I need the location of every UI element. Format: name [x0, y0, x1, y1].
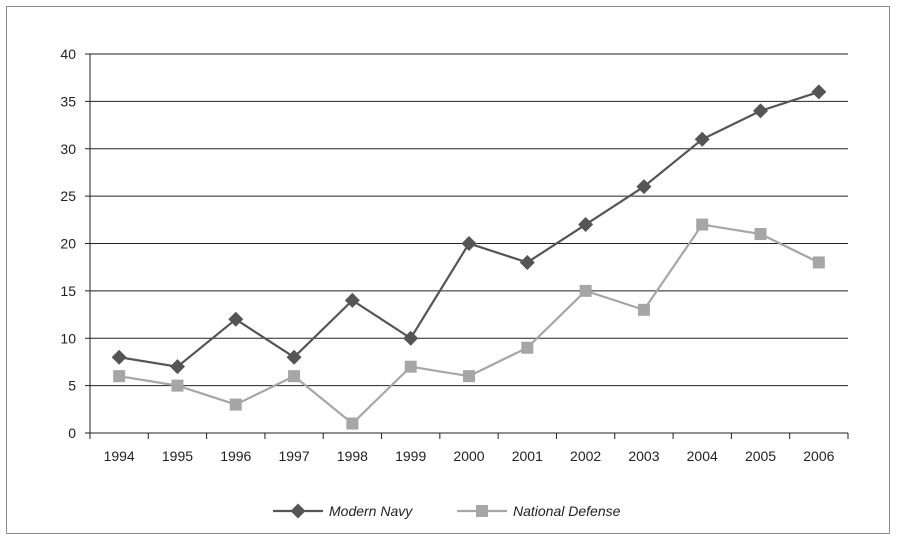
y-tick-label: 15 [60, 283, 76, 299]
series-line [118, 223, 820, 425]
x-tick-label: 2004 [687, 448, 718, 464]
x-tick-label: 1995 [162, 448, 193, 464]
x-tick-label: 1994 [104, 448, 135, 464]
x-tick-label: 1999 [395, 448, 426, 464]
data-point [404, 360, 417, 373]
x-tick-label: 2002 [570, 448, 601, 464]
legend-label: National Defense [513, 503, 621, 519]
y-tick-label: 10 [60, 330, 76, 346]
x-tick-label: 1997 [278, 448, 309, 464]
y-tick-label: 40 [60, 46, 76, 62]
x-tick-label: 2006 [803, 448, 834, 464]
data-point [694, 131, 710, 147]
data-point [461, 236, 477, 251]
data-point [228, 311, 244, 327]
x-tick-label: 2000 [453, 448, 484, 464]
legend-label: Modern Navy [329, 503, 413, 519]
x-tick-label: 2001 [512, 448, 543, 464]
data-point [696, 218, 709, 231]
data-point [637, 303, 650, 316]
data-point [286, 349, 302, 365]
y-tick-label: 20 [60, 236, 76, 252]
data-point [344, 292, 360, 308]
data-point [753, 103, 769, 119]
x-tick-label: 2003 [628, 448, 659, 464]
data-point [111, 349, 127, 365]
data-point [812, 256, 825, 269]
y-tick-label: 5 [68, 378, 76, 394]
series-layer [111, 84, 827, 430]
x-tick-label: 1996 [220, 448, 251, 464]
data-point [463, 370, 475, 383]
y-tick-label: 35 [60, 93, 76, 109]
data-point [403, 330, 419, 346]
y-tick-label: 25 [60, 188, 76, 204]
data-point [113, 370, 126, 383]
data-point [229, 398, 242, 411]
chart-frame [6, 6, 890, 534]
data-point [169, 359, 185, 375]
data-point [578, 217, 594, 233]
data-point [811, 84, 827, 100]
data-point [171, 379, 184, 392]
x-tick-label: 2005 [745, 448, 776, 464]
data-point [579, 284, 592, 297]
data-point [288, 370, 301, 383]
legend-item: National Defense [457, 503, 621, 519]
series-line [118, 90, 820, 368]
y-tick-label: 0 [68, 425, 76, 441]
legend-marker [290, 503, 306, 519]
data-point [636, 179, 652, 195]
legend-marker [476, 505, 488, 517]
data-point [754, 228, 767, 241]
data-point [346, 417, 359, 430]
series-national-defense [113, 218, 825, 430]
x-tick-label: 1998 [337, 448, 368, 464]
legend-item: Modern Navy [273, 503, 413, 519]
series-modern-navy [111, 84, 827, 375]
y-axis-tick-labels: 0 5 10 15 20 25 30 35 40 [60, 46, 76, 441]
y-tick-label: 30 [60, 141, 76, 157]
data-point [519, 254, 535, 270]
legend: Modern Navy National Defense [273, 503, 621, 519]
data-point [521, 341, 534, 354]
x-axis: 1994 1995 1996 1997 1998 1999 2000 2001 2002 2003… [89, 433, 849, 464]
